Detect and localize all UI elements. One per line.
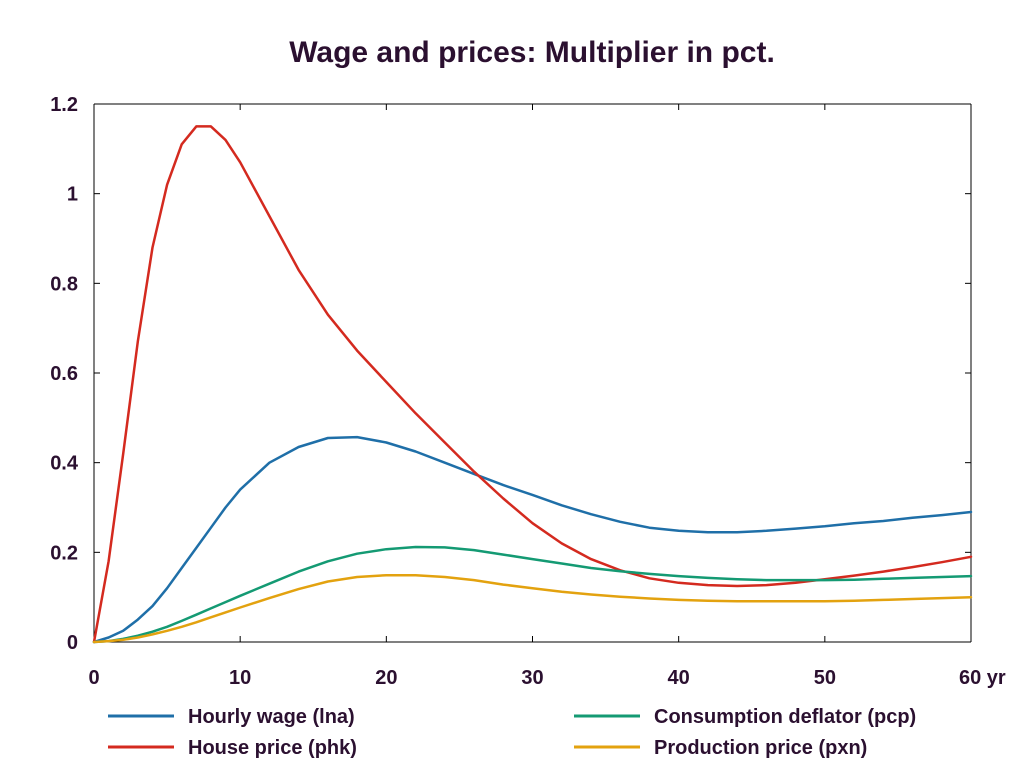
chart-title: Wage and prices: Multiplier in pct. — [289, 36, 775, 69]
legend-label-1: Hourly wage (lna) — [188, 706, 355, 728]
series-layer — [92, 125, 973, 644]
x-tick-label: 60 yr — [959, 667, 1006, 689]
legend-label-3: Consumption deflator (pcp) — [654, 706, 916, 728]
series-line-1 — [92, 435, 973, 644]
y-tick-label: 0.2 — [50, 542, 78, 564]
series-line-2 — [92, 125, 973, 644]
legend-label-4: Production price (pxn) — [654, 737, 867, 759]
y-axis: 0 0.2 0.4 0.6 0.8 1 1.2 — [50, 94, 971, 654]
x-tick-label: 0 — [88, 667, 99, 689]
x-tick-label: 40 — [668, 667, 690, 689]
x-tick-label: 50 — [814, 667, 836, 689]
x-axis: 0 10 20 30 40 50 60 yr — [88, 104, 1006, 689]
legend: Hourly wage (lna) Consumption deflator (p… — [108, 706, 916, 759]
y-tick-label: 0.4 — [50, 453, 79, 475]
y-tick-label: 0 — [67, 632, 78, 654]
y-tick-label: 0.8 — [50, 273, 78, 295]
y-tick-label: 0.6 — [50, 363, 78, 385]
y-tick-label: 1 — [67, 184, 78, 206]
y-tick-label: 1.2 — [50, 94, 78, 116]
plot-area — [93, 103, 972, 643]
x-tick-label: 30 — [521, 667, 543, 689]
legend-label-2: House price (phk) — [188, 737, 357, 759]
x-tick-label: 10 — [229, 667, 251, 689]
series-line-3 — [92, 545, 973, 644]
series-line-4 — [92, 573, 973, 644]
x-tick-label: 20 — [375, 667, 397, 689]
